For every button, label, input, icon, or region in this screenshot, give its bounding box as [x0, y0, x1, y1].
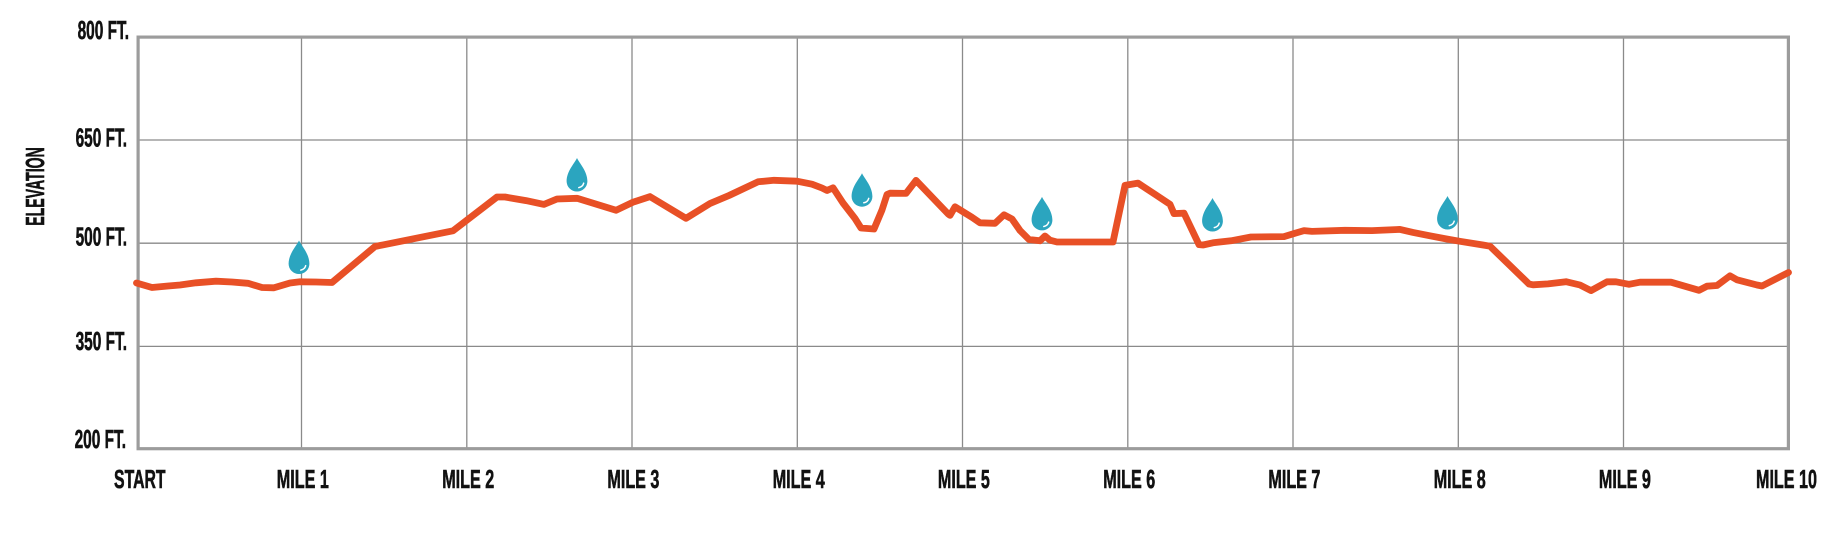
svg-text:MILE 10: MILE 10 [1756, 466, 1817, 494]
svg-text:MILE 3: MILE 3 [607, 466, 659, 494]
svg-text:MILE 9: MILE 9 [1599, 466, 1651, 494]
svg-text:800 FT.: 800 FT. [78, 17, 129, 45]
svg-text:MILE 7: MILE 7 [1268, 466, 1320, 494]
svg-text:MILE 4: MILE 4 [773, 466, 826, 494]
svg-text:MILE 2: MILE 2 [442, 466, 494, 494]
svg-text:500 FT.: 500 FT. [76, 224, 127, 252]
svg-text:MILE 5: MILE 5 [938, 466, 990, 494]
svg-text:650 FT.: 650 FT. [76, 125, 127, 153]
svg-text:ELEVATION: ELEVATION [22, 147, 50, 226]
svg-text:MILE 6: MILE 6 [1103, 466, 1155, 494]
svg-text:MILE 1: MILE 1 [277, 466, 329, 494]
svg-text:200 FT.: 200 FT. [75, 426, 126, 454]
svg-text:350 FT.: 350 FT. [76, 328, 127, 356]
svg-text:START: START [114, 466, 166, 494]
svg-text:MILE 8: MILE 8 [1434, 466, 1486, 494]
